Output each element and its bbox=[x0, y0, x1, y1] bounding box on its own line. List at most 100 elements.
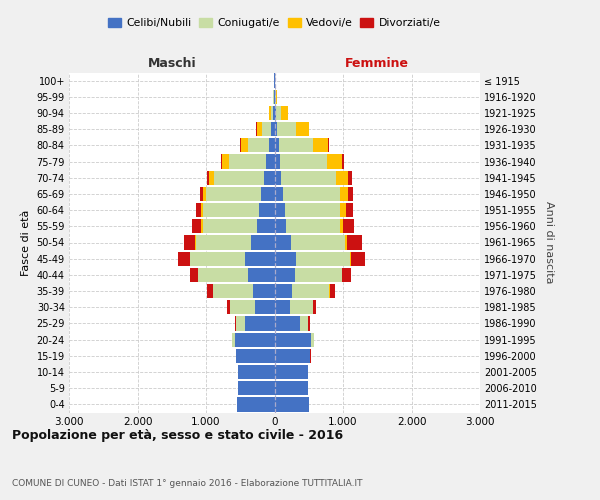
Bar bbox=[196, 236, 251, 250]
Bar bbox=[341, 154, 344, 168]
Bar bbox=[229, 154, 266, 168]
Bar bbox=[345, 236, 347, 250]
Bar bbox=[235, 332, 275, 347]
Bar bbox=[257, 219, 275, 234]
Bar bbox=[329, 284, 335, 298]
Bar bbox=[328, 138, 329, 152]
Bar bbox=[311, 332, 314, 347]
Bar bbox=[275, 203, 285, 217]
Bar bbox=[271, 122, 275, 136]
Bar bbox=[300, 316, 308, 330]
Bar bbox=[201, 219, 203, 234]
Bar bbox=[203, 187, 206, 201]
Bar bbox=[275, 268, 295, 282]
Bar bbox=[235, 316, 236, 330]
Bar bbox=[348, 187, 353, 201]
Bar bbox=[275, 138, 278, 152]
Bar bbox=[275, 122, 277, 136]
Bar bbox=[275, 398, 309, 411]
Bar bbox=[240, 138, 241, 152]
Bar bbox=[273, 106, 275, 120]
Text: Maschi: Maschi bbox=[148, 57, 196, 70]
Bar bbox=[296, 252, 350, 266]
Bar bbox=[280, 154, 326, 168]
Bar bbox=[292, 284, 329, 298]
Text: Femmine: Femmine bbox=[345, 57, 409, 70]
Bar bbox=[245, 316, 275, 330]
Bar bbox=[207, 284, 213, 298]
Bar bbox=[261, 187, 275, 201]
Bar bbox=[326, 154, 341, 168]
Bar bbox=[349, 170, 352, 185]
Bar bbox=[248, 138, 269, 152]
Bar bbox=[236, 348, 275, 363]
Bar bbox=[251, 236, 275, 250]
Bar bbox=[227, 300, 230, 314]
Bar bbox=[237, 398, 275, 411]
Bar bbox=[285, 203, 340, 217]
Bar bbox=[274, 90, 275, 104]
Bar bbox=[350, 252, 351, 266]
Bar bbox=[275, 316, 300, 330]
Bar bbox=[275, 106, 276, 120]
Bar bbox=[308, 316, 310, 330]
Bar bbox=[340, 187, 348, 201]
Bar bbox=[209, 170, 214, 185]
Bar bbox=[253, 284, 275, 298]
Bar bbox=[313, 300, 316, 314]
Bar bbox=[195, 236, 196, 250]
Bar bbox=[343, 219, 355, 234]
Bar bbox=[291, 236, 345, 250]
Bar bbox=[269, 138, 275, 152]
Bar bbox=[283, 187, 340, 201]
Bar bbox=[256, 300, 275, 314]
Bar bbox=[275, 300, 290, 314]
Bar bbox=[232, 332, 235, 347]
Bar bbox=[221, 154, 223, 168]
Bar bbox=[290, 300, 313, 314]
Bar bbox=[238, 365, 275, 379]
Bar bbox=[230, 300, 256, 314]
Bar bbox=[275, 332, 311, 347]
Bar bbox=[245, 252, 275, 266]
Bar bbox=[190, 268, 199, 282]
Bar bbox=[313, 138, 328, 152]
Bar bbox=[286, 219, 340, 234]
Bar bbox=[281, 170, 336, 185]
Bar bbox=[275, 348, 310, 363]
Bar bbox=[241, 138, 248, 152]
Bar bbox=[262, 122, 271, 136]
Bar bbox=[203, 203, 259, 217]
Bar bbox=[200, 187, 203, 201]
Bar bbox=[340, 203, 346, 217]
Bar bbox=[275, 187, 283, 201]
Bar bbox=[263, 170, 275, 185]
Bar bbox=[201, 203, 203, 217]
Bar bbox=[281, 106, 288, 120]
Bar bbox=[248, 268, 275, 282]
Bar bbox=[275, 365, 308, 379]
Bar bbox=[342, 268, 351, 282]
Bar bbox=[178, 252, 190, 266]
Y-axis label: Fasce di età: Fasce di età bbox=[21, 210, 31, 276]
Bar bbox=[276, 106, 281, 120]
Bar bbox=[196, 203, 201, 217]
Bar bbox=[295, 268, 341, 282]
Bar bbox=[269, 106, 271, 120]
Text: COMUNE DI CUNEO - Dati ISTAT 1° gennaio 2016 - Elaborazione TUTTITALIA.IT: COMUNE DI CUNEO - Dati ISTAT 1° gennaio … bbox=[12, 478, 362, 488]
Bar bbox=[275, 284, 292, 298]
Bar bbox=[275, 90, 276, 104]
Bar bbox=[199, 268, 248, 282]
Bar bbox=[259, 203, 275, 217]
Bar bbox=[275, 381, 308, 396]
Bar bbox=[275, 219, 286, 234]
Bar bbox=[296, 122, 309, 136]
Bar bbox=[184, 236, 195, 250]
Bar bbox=[223, 154, 229, 168]
Text: Popolazione per età, sesso e stato civile - 2016: Popolazione per età, sesso e stato civil… bbox=[12, 430, 343, 442]
Bar bbox=[340, 219, 343, 234]
Bar bbox=[278, 138, 313, 152]
Bar bbox=[203, 219, 257, 234]
Bar bbox=[213, 284, 253, 298]
Bar bbox=[336, 170, 349, 185]
